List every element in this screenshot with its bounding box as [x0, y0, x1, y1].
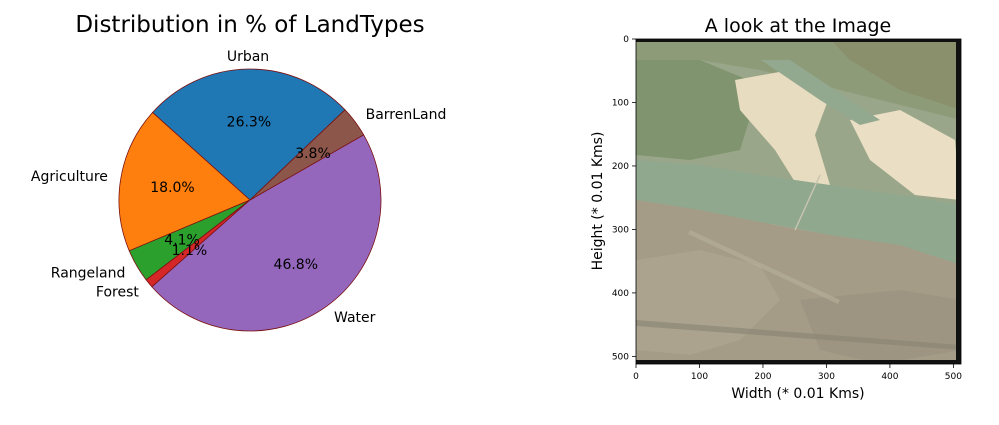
- y-tick-label: 300: [612, 225, 629, 235]
- y-tick-label: 400: [612, 289, 629, 299]
- pie-slice-water: [151, 134, 382, 332]
- pie-labels: Urban 26.3% Agriculture 18.0% Rangeland 4.1% F…: [31, 49, 446, 326]
- pie-percent-label: 26.3%: [227, 114, 271, 130]
- pie-percent-label: 3.8%: [295, 146, 331, 162]
- pie-slice-barrenland: [249, 109, 365, 201]
- y-tick-label: 200: [612, 162, 629, 172]
- pie-percent-label: 1.1%: [172, 243, 208, 259]
- image-x-label: Width (* 0.01 Kms): [731, 386, 864, 402]
- x-tick-label: 0: [633, 372, 639, 382]
- x-tick-label: 100: [691, 372, 708, 382]
- pie-category-label: Agriculture: [31, 169, 108, 185]
- x-tick-label: 500: [945, 372, 962, 382]
- image-axes-frame: [635, 38, 962, 365]
- image-y-label: Height (* 0.01 Kms): [590, 132, 606, 271]
- image-y-ticks: 0 100 200 300 400 500: [612, 35, 636, 362]
- pie-category-label: Rangeland: [51, 266, 126, 282]
- pie-slice-urban: [151, 68, 346, 201]
- pie-category-label: Water: [334, 310, 376, 326]
- x-tick-label: 400: [881, 372, 898, 382]
- pie-wedges: [118, 68, 382, 332]
- y-tick-label: 100: [612, 98, 629, 108]
- x-tick-label: 200: [754, 372, 771, 382]
- image-x-ticks: 0 100 200 300 400 500: [633, 364, 962, 382]
- pie-chart: Distribution in % of LandTypes Urban 26.3…: [31, 12, 446, 332]
- pie-category-label: Forest: [96, 285, 139, 301]
- x-tick-label: 300: [818, 372, 835, 382]
- pie-category-label: BarrenLand: [366, 107, 447, 123]
- pie-category-label: Urban: [227, 49, 269, 65]
- pie-percent-label: 4.1%: [164, 233, 200, 249]
- pie-percent-label: 18.0%: [150, 180, 194, 196]
- pie-percent-label: 46.8%: [274, 257, 318, 273]
- image-title: A look at the Image: [705, 15, 891, 37]
- y-tick-label: 500: [612, 352, 629, 362]
- image-plot: A look at the Image: [590, 15, 962, 402]
- pie-slice-agriculture: [118, 111, 251, 252]
- satellite-image: [636, 39, 961, 364]
- pie-title: Distribution in % of LandTypes: [75, 12, 424, 38]
- y-tick-label: 0: [623, 35, 629, 45]
